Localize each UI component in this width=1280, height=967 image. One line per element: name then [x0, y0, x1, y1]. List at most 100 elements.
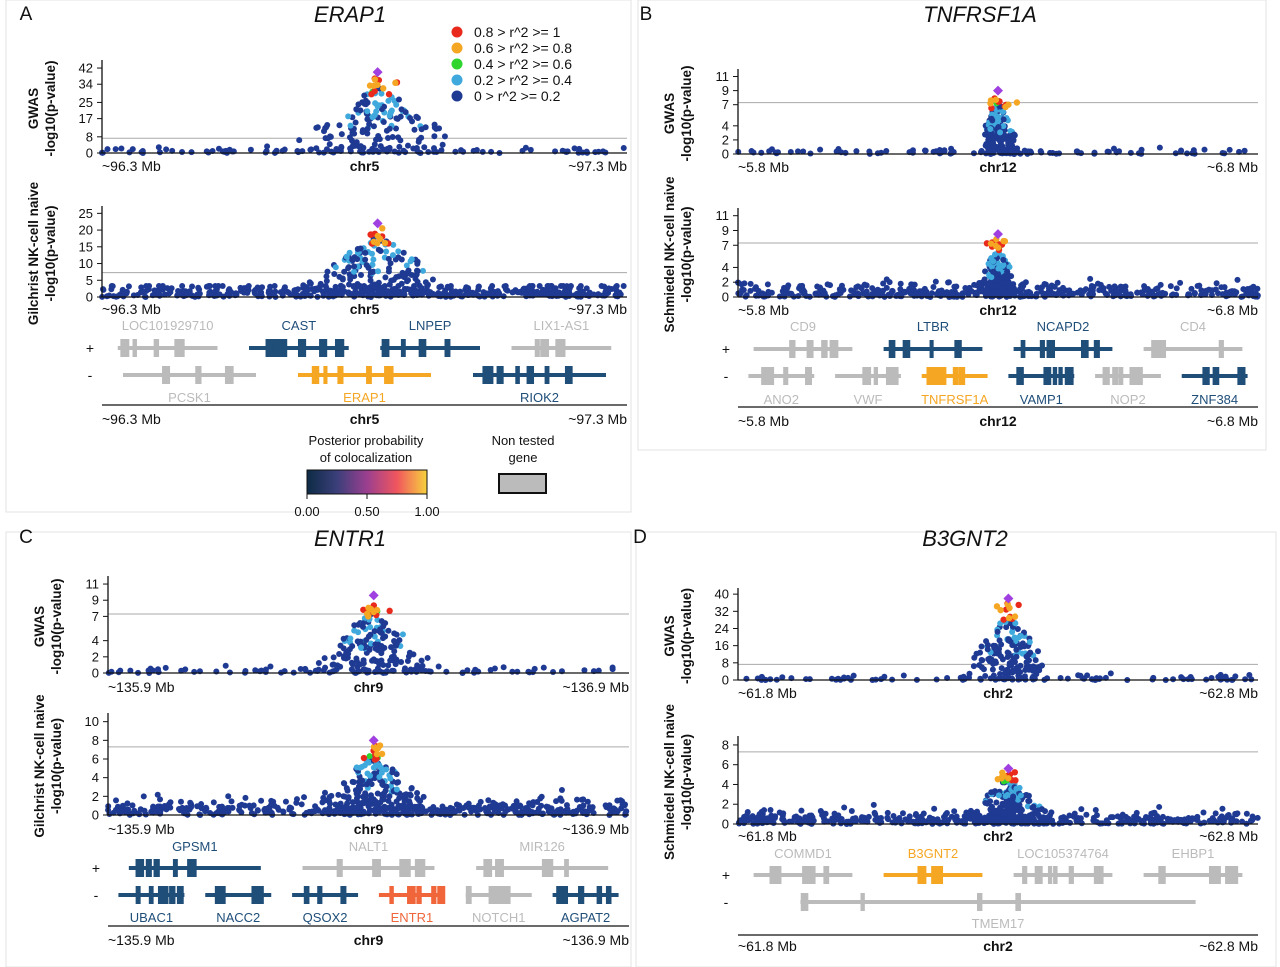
gene-exon — [257, 886, 264, 904]
gene-exon — [1240, 367, 1246, 385]
data-points — [105, 735, 630, 818]
gene-exon — [544, 366, 550, 384]
snp-point — [1013, 99, 1021, 106]
gene-exon — [1080, 340, 1089, 358]
snp-point — [387, 110, 394, 117]
snp-point — [1185, 676, 1192, 683]
snp-point — [998, 641, 1005, 648]
snp-point — [389, 769, 396, 776]
snp-point — [502, 808, 509, 815]
snp-point — [863, 282, 870, 289]
snp-point — [350, 268, 357, 275]
snp-point — [424, 281, 431, 288]
snp-point — [457, 288, 464, 295]
snp-point — [337, 800, 344, 807]
gene-axis-chrom-label: chr5 — [350, 411, 380, 427]
gene-axis-left-label: ~96.3 Mb — [102, 411, 161, 427]
snp-point — [992, 251, 999, 258]
snp-point — [393, 656, 400, 663]
snp-point — [1018, 285, 1025, 292]
snp-point — [226, 286, 233, 293]
gene-exon — [335, 339, 345, 357]
snp-point — [159, 286, 166, 293]
snp-point — [1178, 147, 1185, 154]
snp-point — [415, 797, 422, 804]
y-tick-label: 8 — [86, 129, 93, 144]
snp-point — [306, 808, 313, 815]
snp-point — [860, 290, 867, 297]
gene-exon — [485, 366, 494, 384]
snp-point — [1006, 263, 1013, 270]
snp-point — [1234, 276, 1241, 283]
snp-point — [835, 145, 842, 152]
minus-strand-label: - — [94, 887, 99, 903]
snp-point — [1082, 286, 1089, 293]
snp-point — [388, 288, 395, 295]
snp-point — [987, 240, 995, 247]
data-points — [735, 85, 1248, 157]
snp-point — [371, 87, 378, 95]
x-right-label: ~6.8 Mb — [1207, 302, 1258, 318]
snp-point — [357, 644, 364, 651]
snp-point — [1006, 285, 1013, 292]
gene-exon — [404, 859, 411, 877]
snp-point — [613, 287, 620, 294]
gene-exon — [135, 886, 141, 904]
snp-point — [182, 666, 189, 673]
gene-exon — [805, 367, 812, 385]
y-axis-title: GWAS — [662, 93, 677, 134]
snp-point — [1009, 642, 1016, 649]
gene-exon — [1230, 866, 1239, 884]
plus-strand-label: + — [92, 860, 100, 876]
lead-variant-marker — [1003, 593, 1014, 604]
snp-point — [162, 291, 169, 298]
gene-exon — [387, 366, 394, 384]
snp-point — [374, 790, 381, 797]
snp-point — [585, 808, 592, 815]
snp-point — [526, 283, 533, 290]
snp-point — [1037, 148, 1044, 155]
panel-border — [5, 531, 632, 967]
legend-swatch — [451, 90, 463, 102]
x-left-label: ~61.8 Mb — [738, 828, 797, 844]
snp-point — [364, 130, 371, 137]
snp-point — [1212, 810, 1219, 817]
snp-point — [990, 672, 997, 679]
snp-point — [1000, 123, 1007, 130]
snp-point — [416, 290, 423, 297]
snp-point — [282, 798, 289, 805]
snp-point — [978, 657, 985, 664]
snp-point — [138, 149, 145, 156]
snp-point — [983, 638, 990, 645]
gene-exon — [437, 886, 446, 904]
snp-point — [414, 115, 421, 122]
snp-point — [746, 817, 753, 824]
gene-exon — [926, 367, 933, 385]
snp-point — [951, 808, 958, 815]
snp-point — [584, 798, 591, 805]
snp-point — [340, 635, 347, 642]
snp-point — [399, 631, 406, 638]
snp-point — [858, 284, 865, 291]
snp-point — [378, 642, 385, 649]
snp-point — [367, 772, 374, 779]
snp-point — [460, 804, 467, 811]
y-axis-subtitle: -log10(p-value) — [43, 205, 58, 301]
snp-point — [151, 806, 158, 813]
snp-point — [191, 668, 198, 675]
snp-point — [341, 268, 348, 275]
snp-point — [988, 115, 995, 122]
snp-point — [1094, 280, 1101, 287]
snp-point — [389, 252, 396, 259]
snp-point — [1111, 283, 1118, 290]
snp-point — [332, 801, 339, 808]
snp-point — [802, 814, 809, 821]
snp-point — [392, 79, 399, 87]
snp-point — [367, 277, 374, 284]
snp-point — [995, 649, 1002, 656]
snp-point — [773, 150, 780, 157]
snp-point — [1249, 816, 1256, 823]
snp-point — [1032, 807, 1039, 814]
gene-exon — [145, 859, 152, 877]
snp-point — [927, 816, 934, 823]
